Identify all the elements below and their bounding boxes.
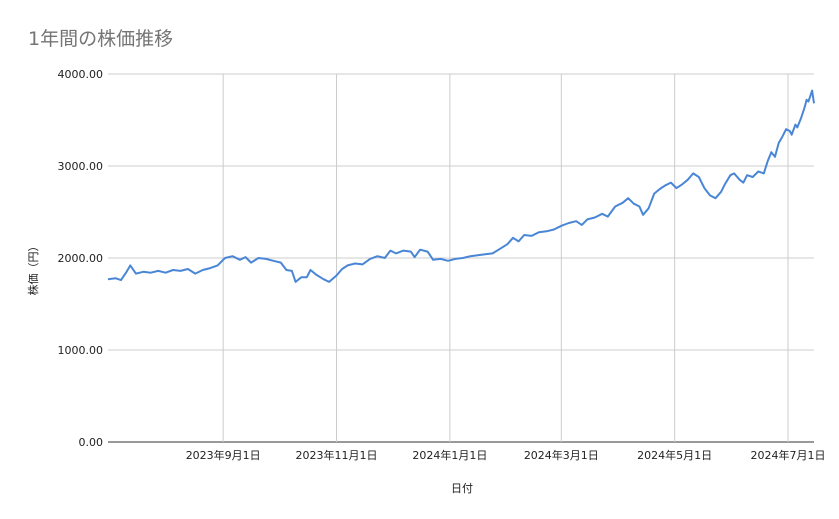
x-axis-ticks: 2023年9月1日 2023年11月1日 2024年1月1日 2024年3月1日 202… <box>186 448 826 462</box>
x-tick-label: 2024年5月1日 <box>637 448 712 462</box>
x-axis-label: 日付 <box>451 482 473 495</box>
y-axis-ticks: 0.00 1000.00 2000.00 3000.00 4000.00 <box>58 68 104 449</box>
x-tick-label: 2024年3月1日 <box>524 448 599 462</box>
x-tick-label: 2024年1月1日 <box>412 448 487 462</box>
grid-lines <box>108 73 814 443</box>
x-tick-label: 2023年11月1日 <box>296 448 378 462</box>
y-tick-label: 4000.00 <box>58 68 104 81</box>
y-tick-label: 3000.00 <box>58 160 104 173</box>
series-layer <box>107 89 815 283</box>
x-tick-label: 2024年7月1日 <box>750 448 825 462</box>
y-axis-label: 株価（円） <box>26 241 40 296</box>
y-tick-label: 2000.00 <box>58 252 104 265</box>
x-tick-label: 2023年9月1日 <box>186 448 261 462</box>
y-tick-label: 1000.00 <box>58 344 104 357</box>
y-tick-label: 0.00 <box>79 436 104 449</box>
chart-title: 1年間の株価推移 <box>28 28 174 50</box>
series-line <box>107 89 815 283</box>
